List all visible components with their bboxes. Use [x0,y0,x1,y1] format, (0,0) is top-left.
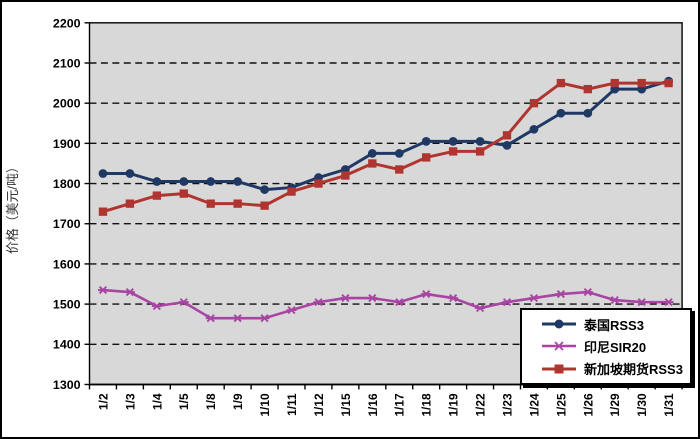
x-tick-label: 1/29 [608,393,622,417]
legend-item-thailand-rss3: 泰国RSS3 [540,313,684,335]
x-tick-label: 1/17 [393,393,407,417]
x-tick-label: 1/11 [285,393,299,416]
y-tick-label: 1600 [53,257,81,271]
y-tick-label: 1400 [53,338,81,352]
legend-item-indonesia-sir20: 印尼SIR20 [540,335,684,357]
x-tick-label: 1/3 [123,393,137,410]
x-tick-label: 1/25 [554,393,568,417]
legend-item-singapore-futures-rss3: 新加坡期货RSS3 [540,358,684,380]
y-tick-label: 1700 [53,217,81,231]
x-tick-label: 1/30 [635,393,649,417]
x-tick-label: 1/31 [662,393,676,417]
x-tick-label: 1/24 [527,393,541,417]
y-tick-label: 1800 [53,177,81,191]
y-tick-label: 2200 [53,16,81,30]
x-tick-label: 1/26 [581,393,595,417]
series-0-circle [98,76,673,194]
line-circle-marker-icon [542,319,576,329]
y-axis-title: 价格（美元/吨） [5,160,20,254]
x-tick-label: 1/23 [500,393,514,417]
y-tick-label: 1900 [53,137,81,151]
x-tick-label: 1/8 [204,393,218,410]
series-1-asterisk [97,286,674,323]
x-tick-label: 1/16 [366,393,380,417]
series-line [102,288,669,320]
y-tick-label: 2000 [53,97,81,111]
x-tick-label: 1/15 [339,393,353,417]
x-tick-label: 1/18 [420,393,434,417]
line-asterisk-marker-icon [542,341,576,352]
x-tick-label: 1/12 [312,393,326,417]
y-tick-label: 1500 [53,298,81,312]
series-line [102,81,669,214]
legend-label: 泰国RSS3 [584,317,644,333]
x-tick-label: 1/19 [447,393,461,417]
x-tick-label: 1/4 [150,393,164,410]
series-line [102,79,670,192]
legend-label: 新加坡期货RSS3 [584,362,683,378]
x-tick-label: 1/5 [177,393,191,410]
legend-label: 印尼SIR20 [584,339,647,355]
x-tick-label: 1/2 [96,393,110,410]
x-tick-label: 1/9 [231,393,245,410]
x-tick-label: 1/22 [474,393,488,417]
legend: 泰国RSS3 印尼SIR20 新加坡期货RSS3 [520,308,692,385]
series-2-square [98,78,673,216]
y-tick-label: 1300 [53,378,81,392]
y-tick-label: 2100 [53,56,81,70]
line-square-marker-icon [542,364,576,374]
x-tick-label: 1/10 [258,393,272,417]
